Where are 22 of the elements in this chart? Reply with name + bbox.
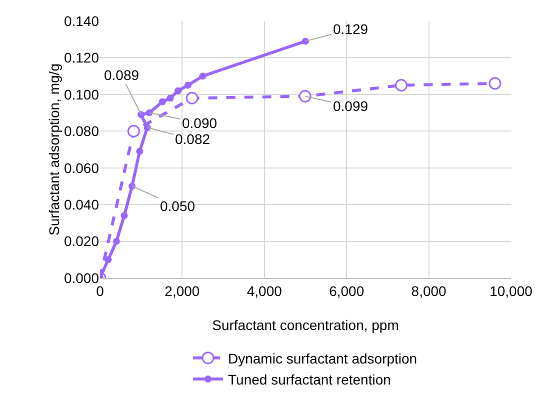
- legend-label: Tuned surfactant retention: [228, 372, 391, 388]
- annotation: 0.089: [104, 67, 140, 83]
- y-tick-label: 0.020: [64, 233, 100, 250]
- annotation: 0.129: [333, 21, 368, 37]
- annotation: 0.050: [160, 198, 196, 214]
- y-tick-label: 0.080: [64, 123, 100, 140]
- annotation: 0.099: [333, 98, 368, 114]
- x-tick-label: 10,000: [490, 282, 533, 299]
- x-tick-label: 8,000: [411, 282, 447, 299]
- y-axis-title: Surfactant adsorption, mg/g: [46, 64, 62, 236]
- legend-label: Dynamic surfactant adsorption: [228, 350, 418, 366]
- y-tick-label: 0.140: [64, 12, 100, 29]
- y-tick-label: 0.060: [64, 160, 100, 176]
- y-tick-label: 0.120: [64, 50, 100, 66]
- annotation: 0.090: [182, 115, 218, 131]
- y-tick-label: 0.100: [64, 86, 100, 102]
- x-tick-label: 4,000: [246, 282, 282, 299]
- y-tick-label: 0.040: [64, 196, 100, 212]
- annotation: 0.082: [175, 131, 210, 147]
- x-tick-label: 6,000: [329, 282, 364, 299]
- x-axis-title: Surfactant concentration, ppm: [212, 317, 399, 333]
- x-tick-label: 2,000: [164, 282, 200, 299]
